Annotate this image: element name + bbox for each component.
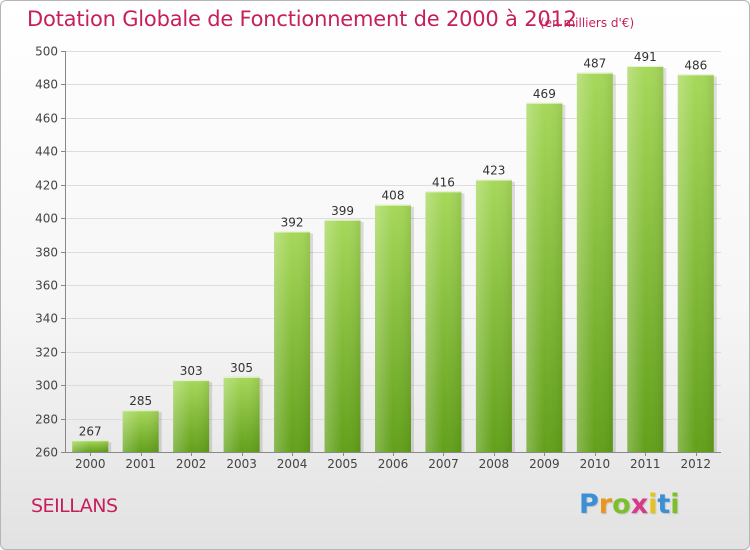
y-tick-label: 380 bbox=[35, 246, 58, 260]
x-tick-label: 2008 bbox=[479, 457, 510, 471]
bar-highlight bbox=[627, 66, 664, 452]
data-label: 303 bbox=[180, 364, 203, 378]
bar-highlight bbox=[677, 74, 714, 453]
x-tick-label: 2007 bbox=[428, 457, 459, 471]
logo-letter: t bbox=[657, 489, 671, 520]
proxiti-logo: Proxiti bbox=[579, 489, 680, 520]
y-tick-label: 300 bbox=[35, 379, 58, 393]
y-tick-label: 400 bbox=[35, 212, 58, 226]
y-tick-label: 440 bbox=[35, 145, 58, 159]
x-tick-label: 2010 bbox=[580, 457, 611, 471]
data-label: 285 bbox=[129, 394, 152, 408]
x-tick-label: 2000 bbox=[75, 457, 106, 471]
data-label: 416 bbox=[432, 175, 455, 189]
y-tick-label: 320 bbox=[35, 346, 58, 360]
data-label: 399 bbox=[331, 204, 354, 218]
x-tick-label: 2009 bbox=[529, 457, 560, 471]
bar-highlight bbox=[223, 376, 260, 452]
y-tick-label: 480 bbox=[35, 78, 58, 92]
chart-title: Dotation Globale de Fonctionnement de 20… bbox=[27, 7, 577, 31]
x-tick-label: 2011 bbox=[630, 457, 661, 471]
data-label: 469 bbox=[533, 87, 556, 101]
logo-letter: i bbox=[648, 489, 658, 520]
logo-letter: P bbox=[579, 489, 599, 520]
logo-letter: o bbox=[612, 489, 631, 520]
bar-highlight bbox=[122, 410, 159, 452]
y-tick-label: 360 bbox=[35, 279, 58, 293]
logo-letter: r bbox=[598, 489, 613, 520]
y-tick-label: 420 bbox=[35, 179, 58, 193]
data-label: 392 bbox=[281, 215, 304, 229]
data-label: 305 bbox=[230, 361, 253, 375]
chart-subtitle: (en milliers d'€) bbox=[540, 16, 635, 30]
x-tick-label: 2001 bbox=[125, 457, 156, 471]
bar-highlight bbox=[576, 72, 613, 453]
bar-highlight bbox=[324, 219, 361, 452]
bar-highlight bbox=[526, 102, 563, 452]
logo-letter: i bbox=[670, 489, 680, 520]
bar-highlight bbox=[173, 380, 210, 452]
data-label: 487 bbox=[583, 57, 606, 71]
data-label: 491 bbox=[634, 50, 657, 64]
data-label: 486 bbox=[684, 58, 707, 72]
bar-highlight bbox=[475, 179, 512, 452]
x-tick-label: 2005 bbox=[327, 457, 358, 471]
x-tick-label: 2006 bbox=[378, 457, 409, 471]
y-tick-label: 340 bbox=[35, 312, 58, 326]
logo-letter: x bbox=[630, 489, 649, 520]
bar-highlight bbox=[375, 204, 411, 452]
x-tick-label: 2012 bbox=[680, 457, 711, 471]
y-tick-label: 500 bbox=[35, 45, 58, 59]
x-tick-label: 2004 bbox=[277, 457, 308, 471]
data-label: 408 bbox=[382, 189, 405, 203]
bar-highlight bbox=[274, 231, 311, 452]
y-tick-label: 280 bbox=[35, 413, 58, 427]
data-label: 423 bbox=[482, 164, 505, 178]
bar-highlight bbox=[425, 191, 462, 452]
y-tick-label: 460 bbox=[35, 112, 58, 126]
x-tick-label: 2002 bbox=[176, 457, 207, 471]
data-label: 267 bbox=[79, 424, 102, 438]
bar-highlight bbox=[72, 440, 109, 452]
commune-name: SEILLANS bbox=[31, 495, 118, 517]
y-tick-label: 260 bbox=[35, 446, 58, 460]
x-tick-label: 2003 bbox=[226, 457, 257, 471]
